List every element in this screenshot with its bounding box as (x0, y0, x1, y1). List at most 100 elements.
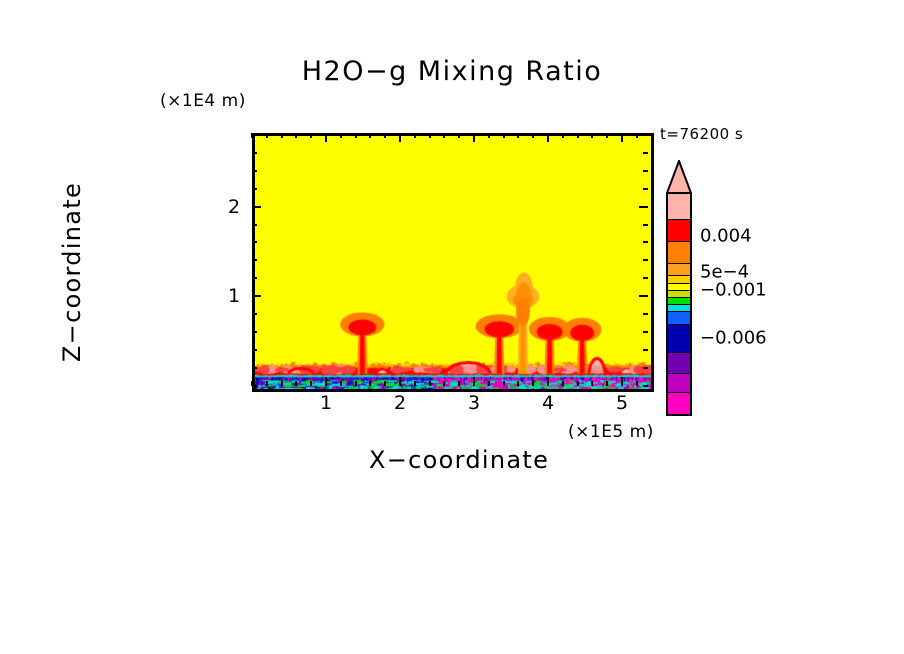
tick-x (429, 381, 431, 386)
colorbar-segment (668, 325, 690, 353)
tick-y (252, 134, 257, 136)
tick-y (252, 170, 257, 172)
tick-y (252, 367, 257, 369)
tick-x (458, 381, 460, 386)
colorbar-segment (668, 312, 690, 325)
tick-x (399, 377, 401, 386)
x-tick-label: 5 (616, 392, 629, 414)
tick-x-top (429, 133, 431, 138)
tick-y-right (643, 188, 648, 190)
tick-y (252, 241, 257, 243)
tick-y (252, 206, 261, 208)
colorbar-segment (668, 220, 690, 242)
tick-y (252, 385, 257, 387)
contour-field (255, 136, 651, 389)
tick-x-top (266, 133, 268, 138)
colorbar-segment (668, 393, 690, 414)
x-tick-label: 2 (393, 392, 407, 414)
tick-x-top (473, 133, 475, 142)
tick-x-top (503, 133, 505, 138)
tick-y-right (643, 259, 648, 261)
colorbar-segment (668, 194, 690, 220)
tick-y-right (643, 277, 648, 279)
tick-y (252, 295, 261, 297)
tick-y-right (639, 206, 648, 208)
tick-x (414, 381, 416, 386)
tick-x (310, 381, 312, 386)
colorbar-arrow-icon (666, 160, 692, 194)
tick-x (355, 381, 357, 386)
y-tick-label: 1 (228, 285, 241, 308)
tick-y-right (643, 385, 648, 387)
tick-y (252, 188, 257, 190)
colorbar-segment (668, 276, 690, 284)
tick-x (591, 381, 593, 386)
tick-x-top (621, 133, 623, 142)
tick-x (517, 381, 519, 386)
tick-x-top (443, 133, 445, 138)
tick-y (252, 349, 257, 351)
y-axis-title: Z−coordinate (58, 181, 86, 363)
page-title: H2O−g Mixing Ratio (301, 56, 603, 87)
x-tick-label: 4 (542, 392, 555, 414)
x-tick-label: 3 (468, 392, 481, 414)
tick-x (325, 377, 327, 386)
tick-x (488, 381, 490, 386)
tick-x-top (591, 133, 593, 138)
tick-x (547, 377, 549, 386)
tick-x-top (340, 133, 342, 138)
tick-y-right (643, 170, 648, 172)
tick-x (281, 381, 283, 386)
tick-x-top (636, 133, 638, 138)
tick-x-top (562, 133, 564, 138)
tick-x (295, 381, 297, 386)
colorbar-segment (668, 264, 690, 276)
tick-x (384, 381, 386, 386)
y-tick-label: 2 (228, 195, 241, 218)
tick-x (369, 381, 371, 386)
x-axis-units-label: (×1E5 m) (568, 422, 654, 442)
tick-x (577, 381, 579, 386)
tick-x (562, 381, 564, 386)
tick-x-top (517, 133, 519, 138)
tick-x-top (414, 133, 416, 138)
tick-y-right (643, 367, 648, 369)
tick-x-top (355, 133, 357, 138)
tick-x (532, 381, 534, 386)
colorbar-segment (668, 374, 690, 393)
colorbar-segment (668, 298, 690, 305)
tick-x (473, 377, 475, 386)
time-annotation: t=76200 s (660, 125, 744, 143)
tick-y-right (643, 313, 648, 315)
plot-area (252, 133, 654, 392)
tick-x-top (310, 133, 312, 138)
tick-y (252, 313, 257, 315)
tick-x (503, 381, 505, 386)
tick-x (340, 381, 342, 386)
tick-x-top (577, 133, 579, 138)
tick-y (252, 152, 257, 154)
tick-x (621, 377, 623, 386)
tick-x-top (325, 133, 327, 142)
tick-x-top (458, 133, 460, 138)
colorbar-tick-label: 5e−4 (700, 261, 750, 283)
tick-x-top (606, 133, 608, 138)
colorbar-gradient (666, 192, 692, 416)
x-axis-title: X−coordinate (369, 446, 550, 474)
colorbar-segment (668, 284, 690, 291)
x-tick-label: 1 (319, 392, 333, 414)
tick-x-top (384, 133, 386, 138)
tick-y (252, 224, 257, 226)
tick-x (636, 381, 638, 386)
tick-y-right (643, 241, 648, 243)
tick-x-top (532, 133, 534, 138)
tick-x (266, 381, 268, 386)
tick-x-top (295, 133, 297, 138)
tick-y-right (643, 349, 648, 351)
tick-y-right (639, 295, 648, 297)
tick-y (252, 259, 257, 261)
tick-x (251, 381, 253, 386)
tick-x (443, 381, 445, 386)
tick-y (252, 331, 257, 333)
tick-x-top (488, 133, 490, 138)
